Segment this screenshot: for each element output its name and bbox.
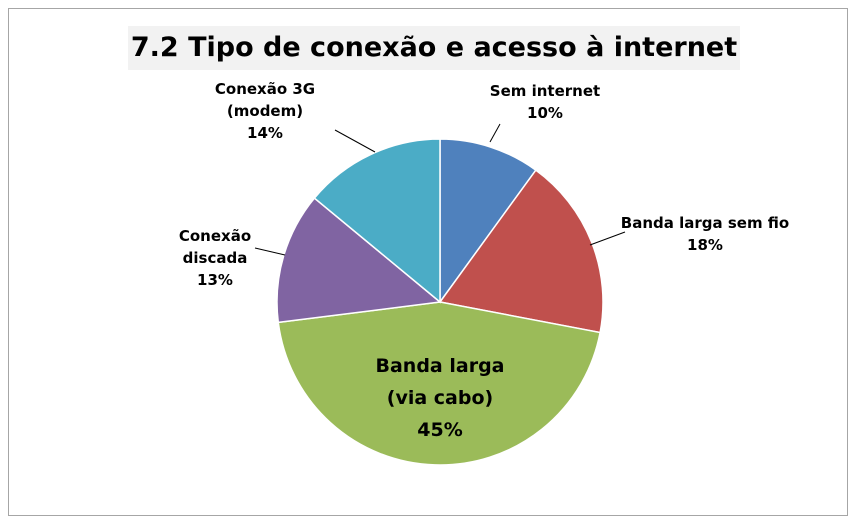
category-label: Conexão 3G (modem) bbox=[214, 80, 316, 120]
data-label: Banda larga (via cabo) 45% bbox=[360, 350, 520, 446]
data-label: Conexão discada 13% bbox=[165, 225, 265, 291]
category-label: Banda larga (via cabo) bbox=[375, 355, 505, 409]
value-label: 18% bbox=[687, 236, 723, 254]
data-label: Conexão 3G (modem) 14% bbox=[195, 78, 335, 144]
pie-slice bbox=[276, 197, 442, 324]
category-label: Banda larga sem fio bbox=[620, 214, 790, 232]
chart-frame bbox=[8, 8, 848, 516]
value-label: 14% bbox=[247, 124, 283, 142]
value-label: 45% bbox=[417, 419, 463, 441]
pie-slice bbox=[439, 138, 537, 305]
data-label: Banda larga sem fio 18% bbox=[620, 212, 790, 256]
pie-slice bbox=[277, 301, 601, 466]
category-label: Conexão discada bbox=[178, 227, 252, 267]
leader-line bbox=[334, 129, 376, 153]
value-label: 10% bbox=[527, 104, 563, 122]
leader-line bbox=[489, 123, 501, 143]
pie-slice bbox=[313, 138, 441, 304]
data-label: Sem internet 10% bbox=[480, 80, 610, 124]
chart-title: 7.2 Tipo de conexão e acesso à internet bbox=[128, 26, 740, 70]
leader-line bbox=[254, 247, 286, 256]
value-label: 13% bbox=[197, 271, 233, 289]
leader-line bbox=[589, 231, 626, 246]
pie-slice bbox=[438, 169, 604, 334]
category-label: Sem internet bbox=[489, 82, 601, 100]
